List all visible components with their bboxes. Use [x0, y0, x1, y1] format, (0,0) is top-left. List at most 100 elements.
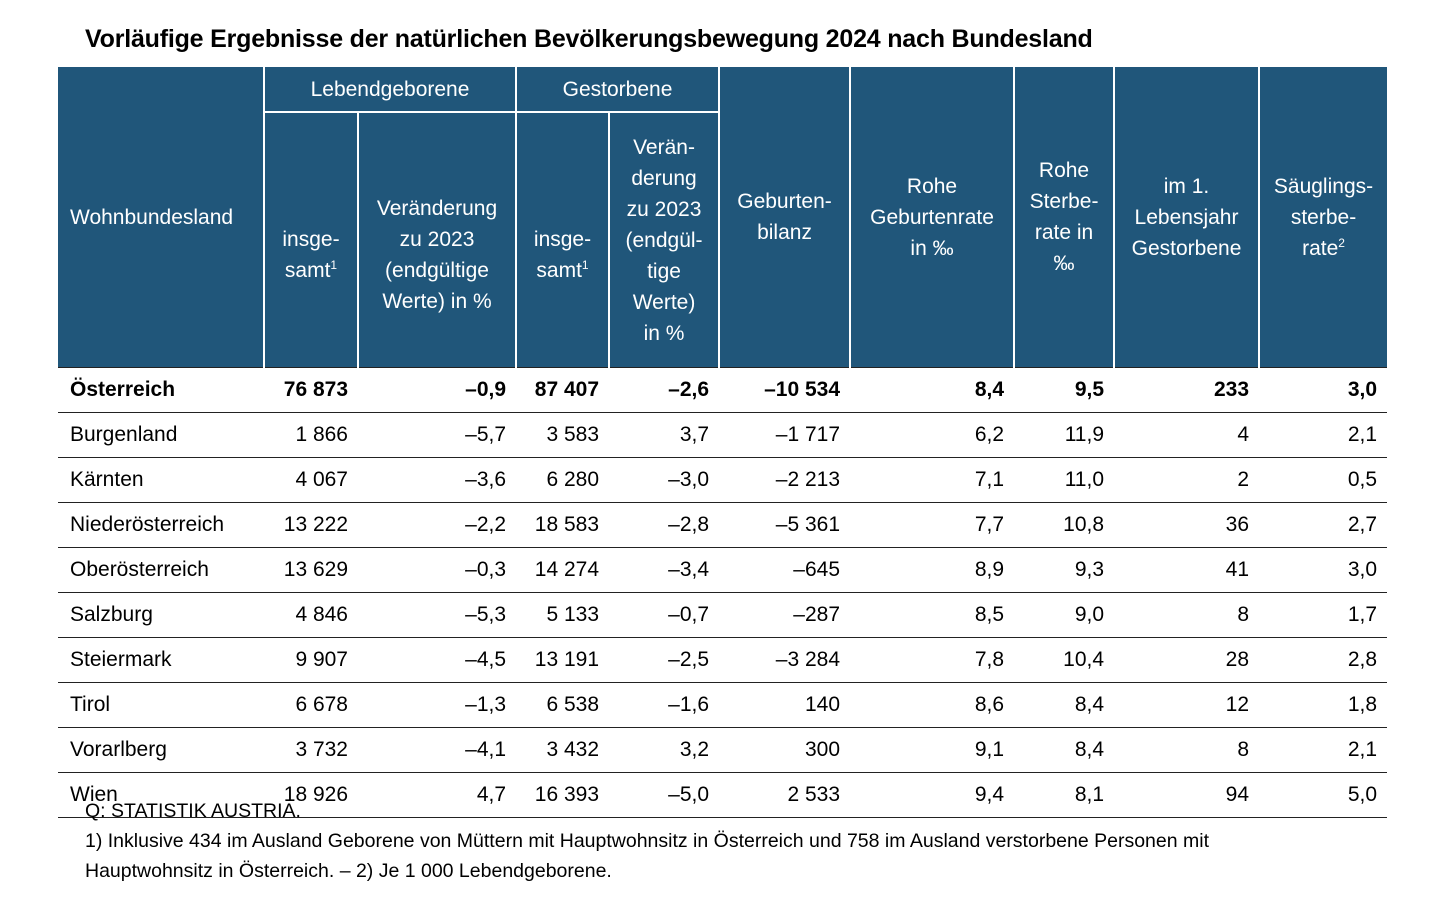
cell-gest-veraenderung: –2,5 [609, 637, 720, 683]
cell-rohe-geburtenrate: 7,7 [850, 502, 1015, 548]
cell-wohnbundesland: Burgenland [58, 412, 264, 458]
cell-gest-insgesamt: 14 274 [516, 547, 610, 593]
cell-rohe-sterberate: 8,4 [1014, 682, 1115, 728]
cell-lebend-insgesamt: 6 678 [264, 682, 358, 728]
header-gest-veraenderung: Verän-derung zu 2023 (endgül-tige Werte) in … [608, 112, 720, 368]
cell-rohe-geburtenrate: 8,6 [850, 682, 1015, 728]
cell-rohe-geburtenrate: 8,4 [850, 367, 1015, 413]
cell-gest-veraenderung: –2,6 [609, 367, 720, 413]
cell-geburtenbilanz: –3 284 [719, 637, 851, 683]
cell-gest-veraenderung: 3,7 [609, 412, 720, 458]
cell-gest-veraenderung: –0,7 [609, 592, 720, 638]
table-row: Burgenland 1 866 –5,7 3 583 3,7 –1 717 6,2 11,9… [58, 412, 1388, 458]
cell-geburtenbilanz: –645 [719, 547, 851, 593]
cell-wohnbundesland: Vorarlberg [58, 727, 264, 773]
table-row: Salzburg 4 846 –5,3 5 133 –0,7 –287 8,5 9,0 8 1,7 [58, 592, 1388, 638]
cell-lebend-veraenderung: –0,9 [358, 367, 517, 413]
cell-im1-lebensjahr-gestorbene: 4 [1114, 412, 1260, 458]
cell-rohe-sterberate: 11,0 [1014, 457, 1115, 503]
cell-im1-lebensjahr-gestorbene: 28 [1114, 637, 1260, 683]
header-wohnbundesland: Wohnbundesland [58, 67, 264, 368]
cell-geburtenbilanz: –10 534 [719, 367, 851, 413]
cell-gest-veraenderung: –3,4 [609, 547, 720, 593]
header-lebend-insgesamt: insge-samt1 [263, 112, 358, 368]
cell-rohe-geburtenrate: 9,4 [850, 772, 1015, 818]
cell-lebend-insgesamt: 9 907 [264, 637, 358, 683]
cell-lebend-veraenderung: –4,5 [358, 637, 517, 683]
cell-geburtenbilanz: 140 [719, 682, 851, 728]
cell-wohnbundesland: Steiermark [58, 637, 264, 683]
cell-lebend-insgesamt: 4 067 [264, 457, 358, 503]
cell-gest-insgesamt: 3 432 [516, 727, 610, 773]
cell-im1-lebensjahr-gestorbene: 36 [1114, 502, 1260, 548]
cell-wohnbundesland: Wien [58, 772, 264, 818]
cell-lebend-veraenderung: –2,2 [358, 502, 517, 548]
cell-rohe-sterberate: 9,0 [1014, 592, 1115, 638]
footnote-line-1: 1) Inklusive 434 im Ausland Geborene von… [85, 830, 1210, 852]
cell-lebend-veraenderung: –5,7 [358, 412, 517, 458]
cell-lebend-insgesamt: 18 926 [264, 772, 358, 818]
cell-lebend-veraenderung: –1,3 [358, 682, 517, 728]
cell-im1-lebensjahr-gestorbene: 12 [1114, 682, 1260, 728]
cell-lebend-insgesamt: 13 222 [264, 502, 358, 548]
cell-rohe-sterberate: 8,1 [1014, 772, 1115, 818]
source-note: Q: STATISTIK AUSTRIA. [85, 800, 301, 822]
cell-saeuglingssterberate: 3,0 [1259, 547, 1388, 593]
table-row: Niederösterreich 13 222 –2,2 18 583 –2,8 –5 3… [58, 502, 1388, 548]
cell-lebend-insgesamt: 3 732 [264, 727, 358, 773]
cell-geburtenbilanz: –5 361 [719, 502, 851, 548]
cell-im1-lebensjahr-gestorbene: 2 [1114, 457, 1260, 503]
cell-saeuglingssterberate: 5,0 [1259, 772, 1388, 818]
cell-saeuglingssterberate: 0,5 [1259, 457, 1388, 503]
header-rohe-sterberate: Rohe Sterbe-rate in ‰ [1013, 67, 1115, 368]
cell-lebend-insgesamt: 4 846 [264, 592, 358, 638]
cell-wohnbundesland: Salzburg [58, 592, 264, 638]
cell-im1-lebensjahr-gestorbene: 94 [1114, 772, 1260, 818]
cell-rohe-sterberate: 11,9 [1014, 412, 1115, 458]
cell-saeuglingssterberate: 2,1 [1259, 412, 1388, 458]
header-rohe-geburtenrate: Rohe Geburtenrate in ‰ [849, 67, 1015, 368]
cell-lebend-veraenderung: –4,1 [358, 727, 517, 773]
cell-rohe-geburtenrate: 6,2 [850, 412, 1015, 458]
footer-notes: Q: STATISTIK AUSTRIA. 1) Inklusive 434 i… [85, 796, 1385, 886]
cell-gest-insgesamt: 18 583 [516, 502, 610, 548]
cell-im1-lebensjahr-gestorbene: 233 [1114, 367, 1260, 413]
cell-rohe-sterberate: 8,4 [1014, 727, 1115, 773]
cell-rohe-geburtenrate: 9,1 [850, 727, 1015, 773]
page-title: Vorläufige Ergebnisse der natürlichen Be… [85, 25, 1093, 53]
cell-saeuglingssterberate: 1,8 [1259, 682, 1388, 728]
cell-geburtenbilanz: –287 [719, 592, 851, 638]
cell-saeuglingssterberate: 1,7 [1259, 592, 1388, 638]
cell-gest-insgesamt: 5 133 [516, 592, 610, 638]
cell-wohnbundesland: Niederösterreich [58, 502, 264, 548]
cell-saeuglingssterberate: 2,1 [1259, 727, 1388, 773]
cell-lebend-veraenderung: 4,7 [358, 772, 517, 818]
cell-lebend-insgesamt: 1 866 [264, 412, 358, 458]
cell-im1-lebensjahr-gestorbene: 8 [1114, 592, 1260, 638]
cell-gest-veraenderung: 3,2 [609, 727, 720, 773]
footnote-marker-1: 1 [330, 258, 338, 272]
cell-rohe-geburtenrate: 7,8 [850, 637, 1015, 683]
cell-gest-veraenderung: –3,0 [609, 457, 720, 503]
cell-gest-insgesamt: 3 583 [516, 412, 610, 458]
table-row: Tirol 6 678 –1,3 6 538 –1,6 140 8,6 8,4 12 1,8 [58, 682, 1388, 728]
data-table: Wohnbundesland Lebendgeborene Gestorbene… [58, 67, 1388, 818]
cell-geburtenbilanz: 2 533 [719, 772, 851, 818]
cell-gest-veraenderung: –1,6 [609, 682, 720, 728]
cell-wohnbundesland: Oberösterreich [58, 547, 264, 593]
table-row: Oberösterreich 13 629 –0,3 14 274 –3,4 –645 8,… [58, 547, 1388, 593]
header-im1-lebensjahr-gestorbene: im 1. Lebensjahr Gestorbene [1113, 67, 1260, 368]
cell-rohe-geburtenrate: 8,9 [850, 547, 1015, 593]
header-gest-insgesamt: insge-samt1 [515, 112, 610, 368]
table-row: Steiermark 9 907 –4,5 13 191 –2,5 –3 284 7,8 10… [58, 637, 1388, 683]
cell-geburtenbilanz: 300 [719, 727, 851, 773]
cell-rohe-sterberate: 10,8 [1014, 502, 1115, 548]
cell-gest-insgesamt: 6 280 [516, 457, 610, 503]
cell-wohnbundesland: Tirol [58, 682, 264, 728]
cell-rohe-sterberate: 9,5 [1014, 367, 1115, 413]
footnote-marker-2: 2 [1338, 235, 1345, 250]
footnote-marker-1: 1 [581, 258, 589, 272]
table-row: Kärnten 4 067 –3,6 6 280 –3,0 –2 213 7,1 11,0 2 0… [58, 457, 1388, 503]
table-row-total: Österreich 76 873 –0,9 87 407 –2,6 –10 534 8,4… [58, 367, 1388, 413]
cell-saeuglingssterberate: 3,0 [1259, 367, 1388, 413]
